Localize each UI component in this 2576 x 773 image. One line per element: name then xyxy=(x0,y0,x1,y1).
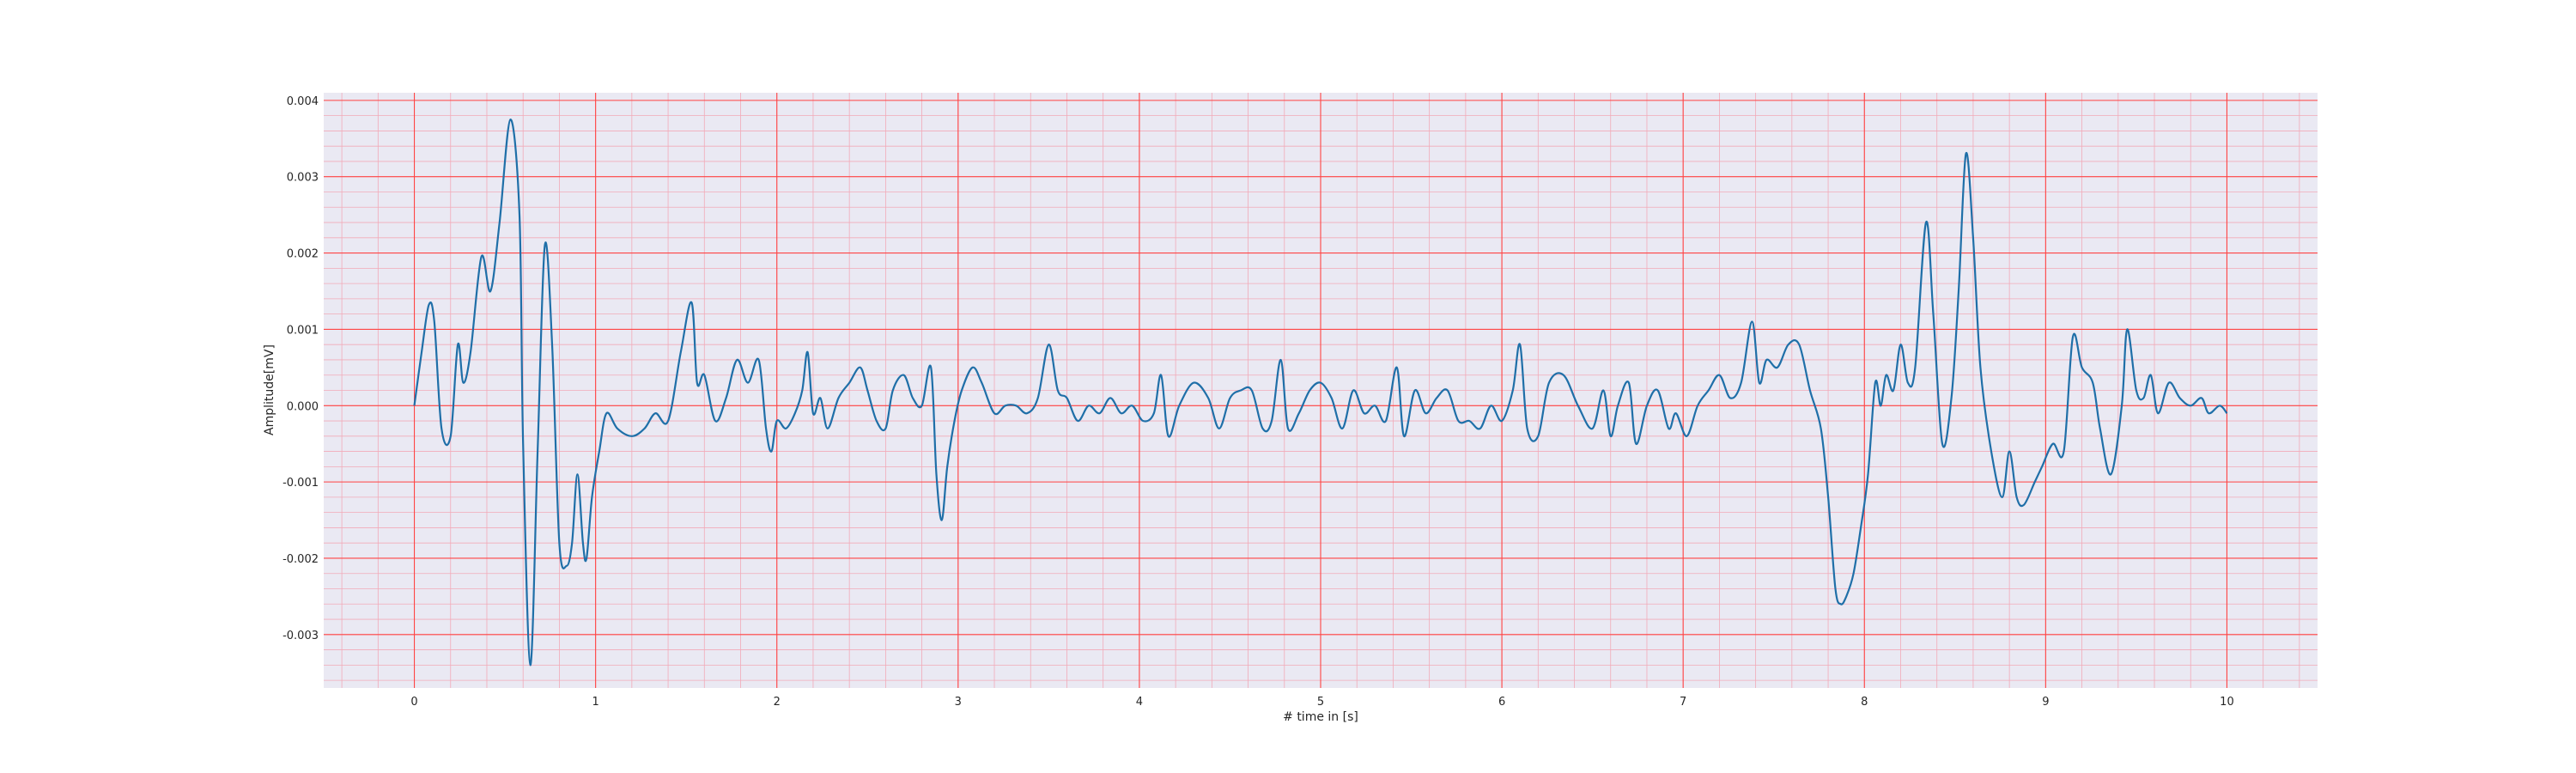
y-tick-label: 0.003 xyxy=(287,172,319,185)
y-tick-label: -0.003 xyxy=(283,630,319,642)
x-tick-label: 7 xyxy=(1680,696,1686,709)
y-tick-label: -0.001 xyxy=(283,477,319,490)
y-tick-label: 0.002 xyxy=(287,248,319,261)
x-tick-label: 10 xyxy=(2220,696,2234,709)
x-axis-ticks: 0 1 2 3 4 5 6 7 8 9 10 xyxy=(410,696,2233,709)
x-tick-label: 5 xyxy=(1317,696,1324,709)
signal-line xyxy=(413,118,2228,666)
y-tick-label: -0.002 xyxy=(283,553,319,566)
x-tick-label: 3 xyxy=(955,696,962,709)
x-tick-label: 2 xyxy=(774,696,781,709)
x-axis-label: # time in [s] xyxy=(1283,710,1358,724)
x-tick-label: 4 xyxy=(1136,696,1143,709)
x-tick-label: 1 xyxy=(592,696,598,709)
x-tick-label: 6 xyxy=(1498,696,1505,709)
y-tick-label: 0.001 xyxy=(287,324,319,337)
y-axis-label: Amplitude[mV] xyxy=(263,344,276,435)
x-tick-label: 8 xyxy=(1861,696,1868,709)
x-tick-label: 0 xyxy=(410,696,417,709)
y-axis-ticks: -0.003 -0.002 -0.001 0.000 0.001 0.002 0.003 0.… xyxy=(283,95,319,642)
y-tick-label: 0.000 xyxy=(287,400,319,413)
x-tick-label: 9 xyxy=(2042,696,2049,709)
y-tick-label: 0.004 xyxy=(287,95,319,108)
